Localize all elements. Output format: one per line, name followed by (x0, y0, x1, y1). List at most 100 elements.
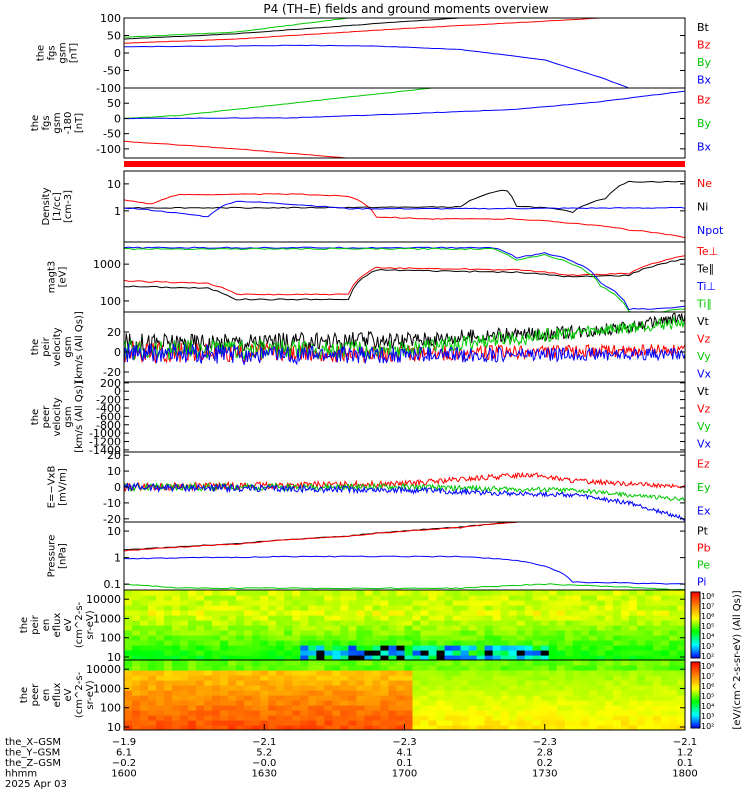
spectrogram-cell (604, 675, 614, 681)
spectrogram-cell (548, 725, 558, 730)
spectrogram-cell (148, 675, 157, 681)
spectrogram-cell (588, 630, 598, 636)
spectrogram-cell (284, 700, 293, 706)
spectrogram-cell (396, 705, 406, 711)
spectrogram-cell (172, 595, 181, 601)
spectrogram-cell (484, 690, 494, 696)
spectrogram-cell (500, 605, 510, 611)
spectrogram-cell (132, 725, 141, 730)
spectrogram-cell (388, 705, 398, 711)
spectrogram-cell (292, 710, 301, 716)
y-axis-label: E=−VxB (47, 466, 58, 509)
spectrogram-cell (236, 635, 245, 641)
spectrogram-cell (468, 670, 478, 676)
spectrogram-cell (268, 660, 277, 666)
spectrogram-cell (572, 620, 582, 626)
spectrogram-cell (492, 600, 502, 606)
spectrogram-cell (588, 610, 598, 616)
spectrogram-cell (596, 630, 606, 636)
spectrogram-cell (492, 680, 502, 686)
spectrogram-cell (260, 605, 269, 611)
spectrogram-cell (484, 615, 494, 621)
spectrogram-cell (356, 650, 366, 656)
spectrogram-cell (540, 610, 550, 616)
spectrogram-cell (364, 595, 374, 601)
spectrogram-cell (244, 685, 253, 691)
spectrogram-cell (444, 690, 454, 696)
legend-by: By (697, 56, 712, 69)
spectrogram-cell (228, 665, 237, 671)
spectrogram-cell (180, 620, 189, 626)
spectrogram-cell (612, 605, 622, 611)
spectrogram-cell (460, 610, 470, 616)
spectrogram-cell (220, 685, 229, 691)
spectrogram-cell (324, 615, 333, 621)
spectrogram-cell (380, 620, 390, 626)
spectrogram-cell (244, 590, 253, 596)
spectrogram-cell (236, 700, 245, 706)
spectrogram-cell (484, 650, 494, 656)
spectrogram-cell (668, 595, 678, 601)
spectrogram-cell (604, 620, 614, 626)
y-tick-label: 200 (100, 377, 121, 390)
spectrogram-cell (388, 655, 398, 660)
spectrogram-cell (268, 615, 277, 621)
spectrogram-cell (388, 635, 398, 641)
spectrogram-cell (508, 590, 518, 596)
spectrogram-cell (324, 635, 333, 641)
spectrogram-cell (308, 690, 317, 696)
spectrogram-cell (196, 600, 205, 606)
spectrogram-cell (580, 660, 590, 666)
spectrogram-cell (140, 605, 149, 611)
spectrogram-cell (548, 600, 558, 606)
spectrogram-cell (660, 700, 670, 706)
spectrogram-cell (212, 605, 221, 611)
spectrogram-cell (476, 670, 486, 676)
spectrogram-cell (180, 710, 189, 716)
spectrogram-cell (380, 665, 390, 671)
spectrogram-cell (180, 675, 189, 681)
spectrogram-cell (276, 635, 285, 641)
spectrogram-cell (596, 710, 606, 716)
spectrogram-cell (156, 660, 165, 666)
spectrogram-cell (556, 710, 566, 716)
spectrogram-cell (484, 670, 494, 676)
colorbar-tick-label: 10⁷ (701, 602, 714, 611)
spectrogram-cell (220, 690, 229, 696)
spectrogram-cell (620, 660, 630, 666)
spectrogram-cell (132, 650, 141, 656)
spectrogram-cell (516, 645, 526, 651)
spectrogram-cell (628, 675, 638, 681)
spectrogram-cell (436, 700, 446, 706)
spectrogram-cell (236, 685, 245, 691)
spectrogram-cell (484, 700, 494, 706)
spectrogram-cell (204, 620, 213, 626)
spectrogram-cell (276, 595, 285, 601)
spectrogram-cell (524, 620, 534, 626)
spectrogram-cell (308, 655, 317, 660)
spectrogram-cell (628, 700, 638, 706)
spectrogram-cell (292, 720, 301, 726)
spectrogram-cell (548, 635, 558, 641)
spectrogram-cell (340, 630, 349, 636)
spectrogram-cell (372, 720, 382, 726)
spectrogram-cell (412, 615, 422, 621)
spectrogram-cell (316, 670, 325, 676)
spectrogram-cell (564, 710, 574, 716)
spectrogram-cell (548, 710, 558, 716)
spectrogram-cell (196, 610, 205, 616)
spectrogram-cell (380, 600, 390, 606)
spectrogram-cell (212, 690, 221, 696)
spectrogram-cell (516, 675, 526, 681)
spectrogram-cell (292, 650, 301, 656)
spectrogram-cell (644, 685, 654, 691)
spectrogram-cell (148, 645, 157, 651)
spectrogram-cell (452, 625, 462, 631)
y-tick-label: 100 (100, 12, 121, 25)
spectrogram-cell (404, 710, 414, 716)
spectrogram-cell (420, 630, 430, 636)
spectrogram-cell (316, 605, 325, 611)
spectrogram-cell (284, 720, 293, 726)
spectrogram-cell (244, 615, 253, 621)
spectrogram-cell (396, 655, 406, 660)
